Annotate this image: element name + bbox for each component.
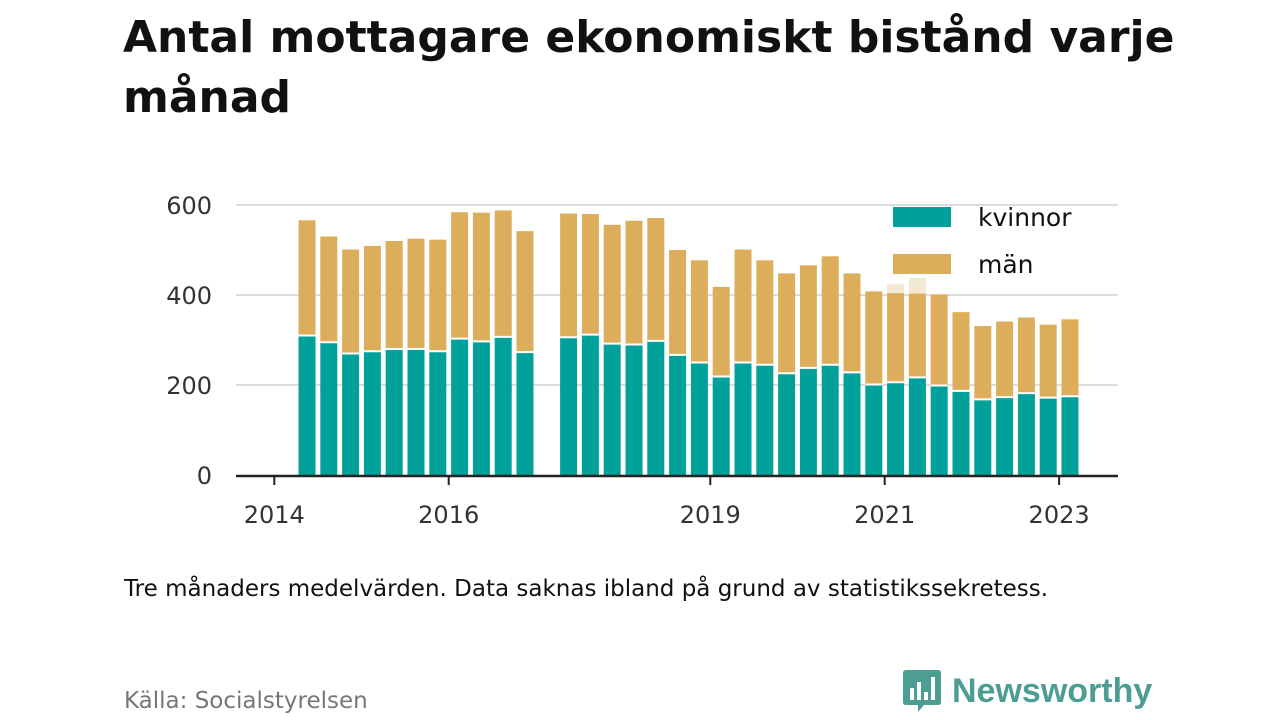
bar-man-2022-Q4 (1039, 324, 1057, 398)
bar-man-2016-Q2 (472, 212, 490, 342)
bar-kvinnor-2021-Q2 (908, 377, 926, 475)
bar-kvinnor-2022-Q1 (974, 399, 992, 475)
y-tick-label: 600 (166, 192, 212, 220)
x-tick-label: 2023 (1029, 501, 1090, 529)
bar-man-2023-Q1 (1061, 319, 1079, 397)
bar-man-2021-Q2 (908, 293, 926, 378)
bar-kvinnor-2019-Q2 (734, 362, 752, 475)
bar-kvinnor-2020-Q3 (843, 372, 861, 475)
bar-man-2022-Q3 (1017, 317, 1035, 394)
bar-kvinnor-2019-Q1 (712, 376, 730, 475)
bar-man-2020-Q2 (821, 256, 839, 365)
bar-kvinnor-2019-Q4 (778, 373, 796, 475)
bar-man-2019-Q4 (778, 273, 796, 374)
bar-kvinnor-2015-Q2 (385, 349, 403, 475)
bar-man-2022-Q2 (996, 321, 1014, 398)
bar-man-2019-Q1 (712, 286, 730, 377)
bar-man-2017-Q4 (603, 224, 621, 344)
bar-kvinnor-2017-Q2 (560, 337, 578, 475)
bar-kvinnor-2020-Q2 (821, 364, 839, 475)
legend-label-man: män (978, 250, 1034, 279)
bar-kvinnor-2016-Q4 (516, 352, 534, 475)
y-tick-label: 0 (197, 462, 212, 490)
x-tick-label: 2016 (418, 501, 479, 529)
bar-kvinnor-2017-Q3 (581, 334, 599, 475)
bar-kvinnor-2015-Q1 (363, 351, 381, 475)
y-tick-label: 200 (166, 372, 212, 400)
bar-man-2017-Q2 (560, 213, 578, 338)
bar-kvinnor-2015-Q3 (407, 349, 425, 475)
bar-kvinnor-2016-Q3 (494, 336, 512, 475)
bar-kvinnor-2014-Q3 (320, 342, 338, 475)
bars (298, 210, 1079, 475)
chart: 0 200 400 600 2014 2016 2019 2021 2023 kvinnor m… (166, 192, 1118, 529)
bar-kvinnor-2014-Q2 (298, 335, 316, 475)
bar-man-2020-Q3 (843, 273, 861, 373)
brand-logo: Newsworthy (902, 668, 1152, 714)
bar-man-2021-Q1 (887, 293, 905, 383)
bar-man-2014-Q2 (298, 220, 316, 336)
bar-kvinnor-2021-Q3 (930, 385, 948, 475)
bar-man-2016-Q3 (494, 210, 512, 337)
bar-man-2014-Q3 (320, 236, 338, 343)
x-tick-label: 2021 (854, 501, 915, 529)
bar-kvinnor-2022-Q4 (1039, 397, 1057, 475)
bar-man-2020-Q4 (865, 291, 883, 385)
bar-kvinnor-2022-Q2 (996, 397, 1014, 475)
bar-kvinnor-2014-Q4 (342, 353, 360, 475)
bar-man-2017-Q3 (581, 214, 599, 335)
legend-swatch-man (893, 254, 951, 274)
bar-kvinnor-2020-Q4 (865, 384, 883, 475)
bar-man-2018-Q4 (690, 260, 708, 363)
legend-label-kvinnor: kvinnor (978, 203, 1072, 232)
y-tick-labels: 0 200 400 600 (166, 192, 212, 490)
bar-kvinnor-2018-Q3 (669, 354, 687, 475)
source-credit: Källa: Socialstyrelsen (124, 688, 368, 714)
bar-man-2015-Q1 (363, 245, 381, 352)
bar-kvinnor-2021-Q1 (887, 382, 905, 475)
bar-man-2021-Q3 (930, 294, 948, 386)
bar-kvinnor-2017-Q4 (603, 343, 621, 475)
bar-kvinnor-2021-Q4 (952, 390, 970, 475)
bar-man-2019-Q2 (734, 249, 752, 363)
bar-kvinnor-2015-Q4 (429, 351, 447, 475)
bar-kvinnor-2023-Q1 (1061, 396, 1079, 475)
x-tick-label: 2019 (680, 501, 741, 529)
bar-man-2016-Q4 (516, 231, 534, 353)
legend-swatch-kvinnor (893, 207, 951, 227)
bar-kvinnor-2018-Q4 (690, 362, 708, 475)
legend: kvinnor män (893, 203, 1072, 279)
bar-man-2018-Q1 (625, 220, 643, 345)
y-tick-label: 400 (166, 282, 212, 310)
bar-kvinnor-2018-Q2 (647, 340, 665, 475)
x-tick-label: 2014 (244, 501, 305, 529)
bar-man-2018-Q2 (647, 218, 665, 341)
bar-man-2020-Q1 (799, 265, 817, 368)
chart-title: Antal mottagare ekonomiskt bistånd varje… (123, 12, 1175, 123)
bar-man-2014-Q4 (342, 249, 360, 354)
bar-kvinnor-2016-Q1 (451, 338, 469, 475)
bar-kvinnor-2020-Q1 (799, 367, 817, 475)
bar-man-2021-Q4 (952, 312, 970, 391)
bar-kvinnor-2016-Q2 (472, 341, 490, 475)
chart-note: Tre månaders medelvärden. Data saknas ib… (124, 576, 1049, 602)
bar-man-2015-Q2 (385, 241, 403, 349)
newsworthy-icon (903, 670, 941, 712)
brand-name: Newsworthy (952, 671, 1153, 710)
bar-man-2019-Q3 (756, 260, 774, 365)
x-tick-labels: 2014 2016 2019 2021 2023 (244, 477, 1090, 529)
bar-man-2015-Q3 (407, 238, 425, 349)
bar-kvinnor-2019-Q3 (756, 364, 774, 475)
bar-man-2018-Q3 (669, 250, 687, 355)
bar-man-2022-Q1 (974, 326, 992, 400)
bar-man-2015-Q4 (429, 239, 447, 352)
bar-man-2016-Q1 (451, 212, 469, 339)
bar-kvinnor-2022-Q3 (1017, 393, 1035, 475)
bar-kvinnor-2018-Q1 (625, 344, 643, 475)
